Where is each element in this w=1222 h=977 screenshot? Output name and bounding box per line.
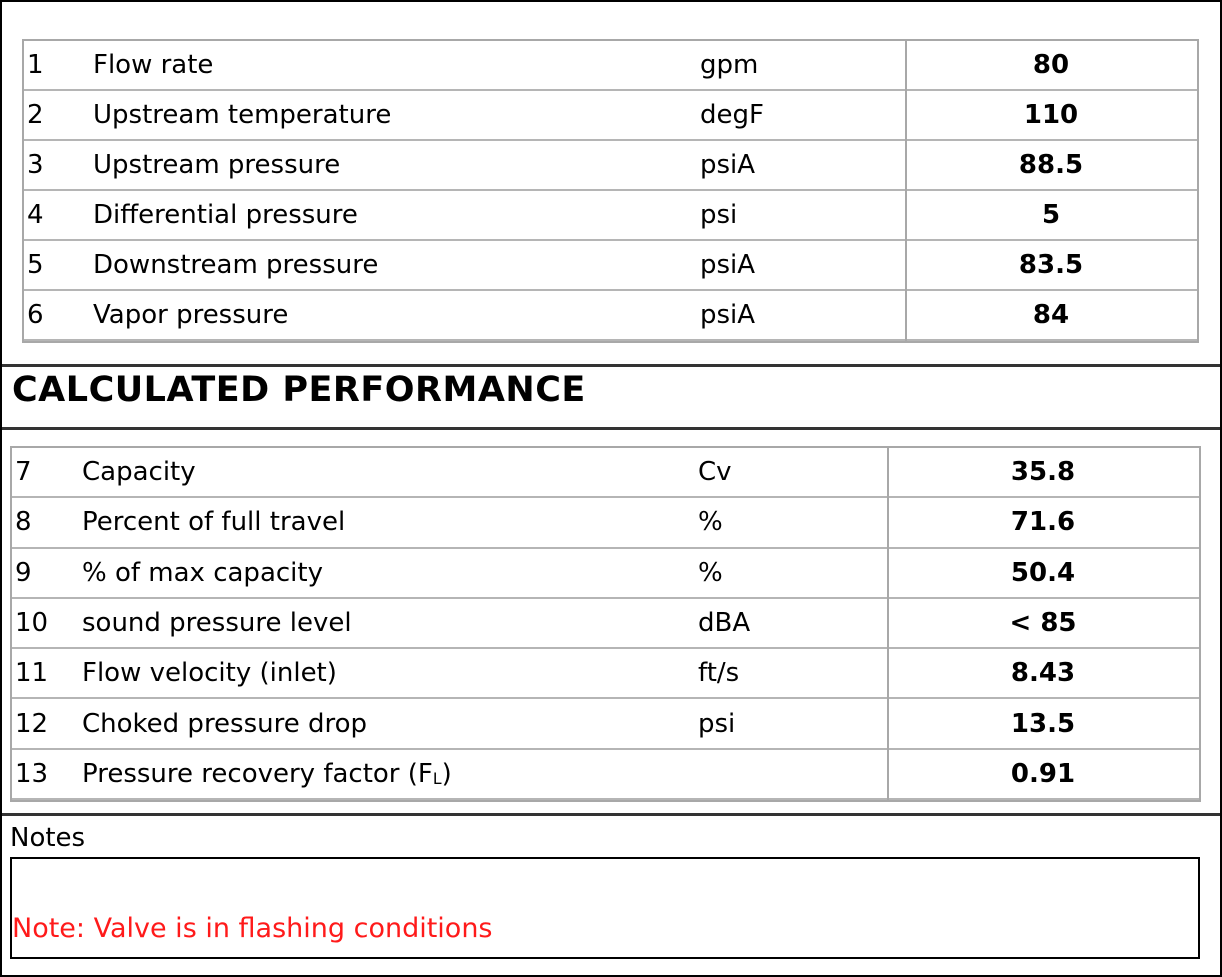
row-value: 0.91 <box>1010 758 1076 789</box>
label-text: Percent of full travel <box>82 507 346 538</box>
row-value: < 85 <box>1009 607 1077 638</box>
row-unit: gpm <box>700 50 759 80</box>
table-row: 12 Choked pressure drop psi 13.5 <box>12 699 1199 750</box>
label-text: Flow velocity (inlet) <box>82 658 337 689</box>
row-label: Flow rate <box>93 50 213 80</box>
row-number: 12 <box>15 708 49 739</box>
row-label: Vapor pressure <box>93 300 288 330</box>
inputs-table: 1 Flow rate gpm 80 2 Upstream temperature degF… <box>22 39 1199 343</box>
row-value: 71.6 <box>1010 507 1076 538</box>
row-number: 6 <box>27 300 44 330</box>
row-value: 110 <box>1023 100 1079 130</box>
table-row: 10 sound pressure level dBA < 85 <box>12 599 1199 650</box>
label-text: Upstream temperature <box>93 100 392 130</box>
row-number: 11 <box>15 658 49 689</box>
row-label: Percent of full travel <box>82 507 345 537</box>
performance-table: 7 Capacity Cv 35.8 8 Percent of full travel% 7… <box>10 446 1201 802</box>
row-label: Upstream temperature <box>93 100 391 130</box>
row-value: 83.5 <box>1018 250 1084 280</box>
table-row: 9 % of max capacity% 50.4 <box>12 549 1199 599</box>
row-unit: Cv <box>698 457 732 488</box>
label-text: Pressure recovery factor (F <box>82 758 433 789</box>
label-text: Flow rate <box>93 50 214 80</box>
row-unit: psiA <box>700 300 756 330</box>
table-row: 8 Percent of full travel% 71.6 <box>12 498 1199 549</box>
table-row: 11 Flow velocity (inlet) ft/s 8.43 <box>12 649 1199 700</box>
table-row: 6 Vapor pressure psiA 84 <box>24 291 1197 341</box>
row-number: 2 <box>27 100 44 130</box>
section-title: CALCULATED PERFORMANCE <box>12 370 586 410</box>
table-row: 7 Capacity Cv 35.8 <box>12 448 1199 499</box>
row-unit: psiA <box>700 250 756 280</box>
row-value: 8.43 <box>1010 658 1076 689</box>
label-text: Choked pressure drop <box>82 708 368 739</box>
table-row: 1 Flow rate gpm 80 <box>24 41 1197 91</box>
divider <box>2 364 1220 367</box>
row-number: 10 <box>15 607 49 638</box>
row-label: Differential pressure <box>93 200 358 230</box>
row-value: 35.8 <box>1010 457 1076 488</box>
row-label: Capacity <box>82 457 196 487</box>
row-value: 80 <box>1032 50 1070 80</box>
label-text: Upstream pressure <box>93 150 341 180</box>
row-value: 88.5 <box>1018 150 1084 180</box>
row-value: 13.5 <box>1010 708 1076 739</box>
label-text: ) <box>441 758 452 789</box>
row-unit: psiA <box>700 150 756 180</box>
row-unit: dBA <box>698 607 751 638</box>
row-label: Upstream pressure <box>93 150 340 180</box>
row-label: sound pressure level <box>82 608 352 638</box>
row-number: 13 <box>15 758 49 789</box>
row-number: 1 <box>27 50 44 80</box>
table-row: 2 Upstream temperature degF 110 <box>24 91 1197 141</box>
row-value: 5 <box>1041 200 1061 230</box>
row-unit: % <box>698 557 723 588</box>
notes-label: Notes <box>10 823 86 853</box>
label-text: Differential pressure <box>93 200 358 230</box>
row-number: 3 <box>27 150 44 180</box>
row-number: 7 <box>15 457 32 488</box>
row-unit: psi <box>700 200 738 230</box>
row-unit: degF <box>700 100 764 130</box>
row-label: Choked pressure drop <box>82 709 367 739</box>
label-text: Capacity <box>82 457 196 488</box>
table-row: 13 Pressure recovery factor (FL) 0.91 <box>12 750 1199 800</box>
row-value: 50.4 <box>1010 557 1076 588</box>
row-label: Downstream pressure <box>93 250 378 280</box>
row-unit: ft/s <box>698 658 740 689</box>
table-row: 3 Upstream pressure psiA 88.5 <box>24 141 1197 191</box>
row-number: 5 <box>27 250 44 280</box>
label-subscript: L <box>432 769 442 788</box>
label-text: % of max capacity <box>82 557 323 588</box>
column-separator <box>905 41 907 341</box>
label-text: sound pressure level <box>82 607 352 638</box>
row-unit: psi <box>698 708 736 739</box>
table-row: 5 Downstream pressure psiA 83.5 <box>24 241 1197 291</box>
row-label: Pressure recovery factor (FL) <box>82 759 452 789</box>
table-row: 4 Differential pressure psi 5 <box>24 191 1197 241</box>
divider <box>2 813 1220 816</box>
row-value: 84 <box>1032 300 1070 330</box>
note-text: Note: Valve is in flashing conditions <box>12 913 493 944</box>
label-text: Downstream pressure <box>93 250 379 280</box>
divider <box>2 427 1220 430</box>
row-number: 9 <box>15 557 32 588</box>
row-label: Flow velocity (inlet) <box>82 658 337 688</box>
row-unit: % <box>698 507 723 538</box>
row-number: 4 <box>27 200 44 230</box>
label-text: Vapor pressure <box>93 300 289 330</box>
row-number: 8 <box>15 507 32 538</box>
row-label: % of max capacity <box>82 558 323 588</box>
note-box <box>10 857 1200 959</box>
column-separator <box>887 448 889 800</box>
